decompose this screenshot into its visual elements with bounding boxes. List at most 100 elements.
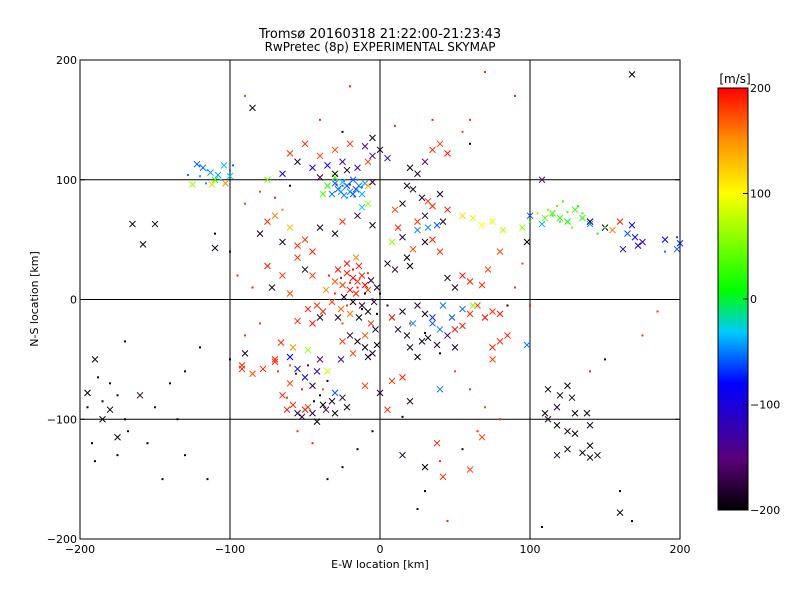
scatter-point-x [286,379,294,387]
scatter-point-dot [313,400,315,403]
scatter-point-dot [319,394,321,397]
scatter-point-x [433,221,441,229]
scatter-point-x [339,281,346,289]
y-axis-label: N-S location [km] [28,251,41,347]
scatter-point-x [586,454,594,461]
scatter-point-dot [371,430,374,433]
scatter-point-dot [361,185,363,188]
scatter-point-dot [184,454,186,457]
scatter-point-dot [97,376,99,379]
scatter-point-x [328,298,336,306]
scatter-point-x [301,140,309,148]
scatter-point-dot [127,430,129,433]
colorbar-tick-label: 200 [750,82,771,95]
scatter-point-dot [536,212,539,215]
y-axis: −200 −100 0 100 200 [47,54,680,546]
scatter-point-dot [199,175,201,178]
scatter-point-dot [244,202,246,205]
scatter-point-x [399,200,406,208]
scatter-point-dot [604,358,606,361]
scatter-point-x [343,166,351,174]
scatter-point-dot [469,142,471,145]
scatter-point-x [294,317,301,325]
scatter-point-dot [656,310,659,313]
scatter-point-dot [101,400,104,403]
scatter-point-x [352,290,360,297]
scatter-point-x [286,290,294,297]
scatter-point-dot [349,85,351,88]
scatter-point-dot [295,372,297,375]
scatter-point-x [403,332,411,339]
scatter-point-dot [124,340,126,343]
scatter-point-x [409,245,417,253]
scatter-point-x [429,320,436,327]
scatter-point-dot [424,332,426,335]
x-tick-label: −200 [65,543,95,556]
scatter-point-dot [116,454,119,457]
scatter-point-dot [461,448,464,451]
scatter-point-dot [341,322,344,325]
scatter-point-x [309,248,316,255]
scatter-point-x [418,194,426,202]
scatter-point-x [129,220,136,228]
scatter-point-dot [499,418,501,421]
scatter-point-x [349,298,357,306]
scatter-point-x [414,170,421,178]
scatter-point-x [384,406,391,414]
scatter-point-dot [551,214,554,217]
scatter-point-x [271,358,279,366]
scatter-point-x [313,302,321,309]
scatter-point-x [451,344,459,351]
scatter-point-x [538,220,546,228]
scatter-point-x [609,226,616,234]
scatter-point-x [406,262,414,270]
scatter-point-x [481,314,489,321]
scatter-point-x [304,346,312,354]
scatter-point-x [364,308,372,315]
scatter-point-x [439,218,447,226]
scatter-point-x [444,332,451,339]
y-tick-label: 100 [56,174,77,187]
scatter-point-dot [334,178,336,181]
scatter-point-x [556,391,564,399]
scatter-point-x [429,146,436,154]
scatter-point-x [628,71,636,78]
scatter-point-x [361,344,369,351]
scatter-point-dot [349,281,351,284]
scatter-point-x [294,409,301,417]
scatter-point-x [403,182,411,190]
scatter-point-dot [346,304,348,307]
colorbar-tick-label: 0 [750,293,757,306]
scatter-point-x [523,341,531,349]
scatter-point-x [316,152,324,160]
scatter-point-dot [589,370,591,373]
scatter-point-x [279,238,286,246]
scatter-point-x [421,463,429,471]
scatter-point-dot [349,183,351,186]
scatter-point-x [264,218,271,226]
scatter-point-dot [514,94,516,97]
scatter-point-dot [154,406,156,409]
scatter-point-x [496,310,504,318]
scatter-point-x [346,310,354,318]
scatter-point-x [421,310,429,318]
scatter-point-x [376,389,384,397]
scatter-point-dot [251,286,254,289]
scatter-point-dot [229,169,231,172]
scatter-point-dot [521,262,524,265]
scatter-point-x [361,142,369,150]
scatter-point-x [316,174,324,181]
scatter-point-dot [346,196,348,199]
scatter-point-dot [307,364,309,367]
scatter-point-x [334,314,342,321]
scatter-point-x [466,310,474,318]
scatter-point-x [294,158,301,166]
scatter-point-x [364,182,372,190]
scatter-point-dot [244,334,246,337]
scatter-point-x [319,401,327,409]
scatter-point-x [343,403,351,411]
scatter-point-dot [431,118,434,121]
scatter-point-dot [341,184,344,187]
scatter-point-x [399,451,406,459]
scatter-point-x [361,281,369,289]
